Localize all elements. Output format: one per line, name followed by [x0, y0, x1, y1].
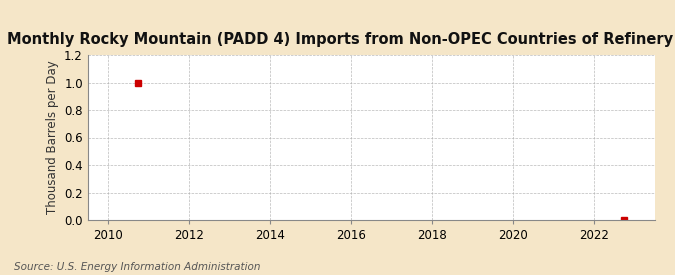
- Title: Monthly Rocky Mountain (PADD 4) Imports from Non-OPEC Countries of Refinery Olef: Monthly Rocky Mountain (PADD 4) Imports …: [7, 32, 675, 47]
- Y-axis label: Thousand Barrels per Day: Thousand Barrels per Day: [46, 60, 59, 215]
- Text: Source: U.S. Energy Information Administration: Source: U.S. Energy Information Administ…: [14, 262, 260, 272]
